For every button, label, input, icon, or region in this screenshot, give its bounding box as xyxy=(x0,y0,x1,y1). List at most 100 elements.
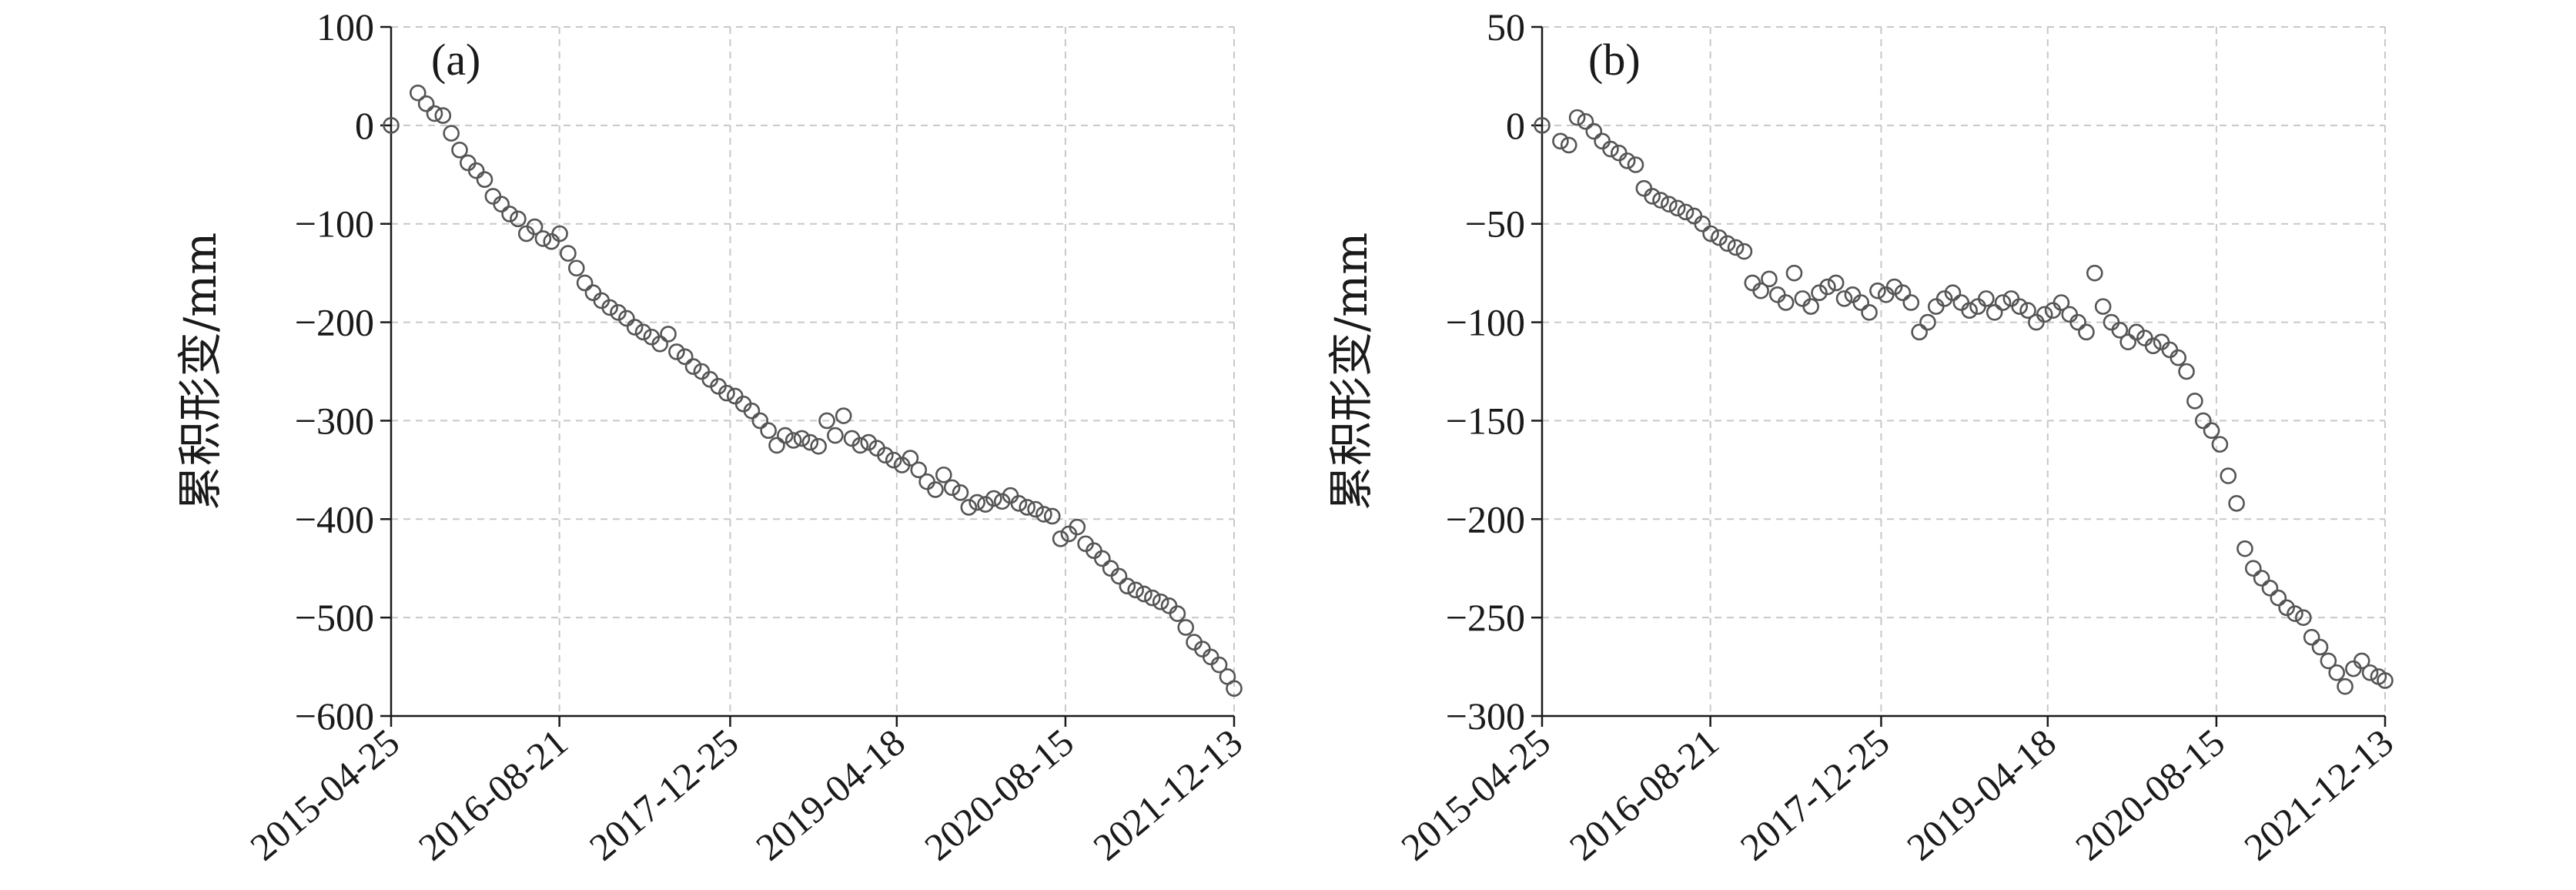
data-point xyxy=(885,451,902,469)
data-point xyxy=(2052,294,2070,311)
y-tick-label: 0 xyxy=(1506,104,1525,147)
panel-label: (b) xyxy=(1588,35,1641,85)
data-point xyxy=(1811,284,1828,302)
data-point xyxy=(1594,132,1611,150)
y-tick-label: 100 xyxy=(316,5,374,49)
data-point xyxy=(2144,337,2162,355)
data-point xyxy=(726,387,744,405)
data-point xyxy=(2019,302,2036,320)
data-point xyxy=(1110,567,1128,585)
data-point xyxy=(1969,298,1986,315)
data-point xyxy=(801,433,819,451)
data-point xyxy=(1210,656,1228,674)
data-point xyxy=(2002,290,2020,307)
data-point xyxy=(718,384,735,402)
x-tick-label: 2019-04-18 xyxy=(1899,721,2064,869)
data-point xyxy=(1534,117,1551,134)
data-point xyxy=(1152,593,1169,611)
data-point xyxy=(2353,652,2370,670)
data-point xyxy=(1735,243,1753,260)
data-point xyxy=(2069,313,2086,331)
x-tick-label: 2016-08-21 xyxy=(410,721,576,869)
data-point xyxy=(1019,499,1036,516)
data-point xyxy=(2244,560,2262,577)
data-point xyxy=(668,343,685,360)
data-point xyxy=(626,319,644,336)
data-point xyxy=(1027,500,1044,518)
data-point xyxy=(1627,156,1644,173)
data-point xyxy=(1702,225,1719,243)
data-point xyxy=(1844,286,1862,303)
data-point xyxy=(434,107,452,124)
x-tick-label: 2017-12-25 xyxy=(1732,721,1898,869)
data-point xyxy=(1877,286,1895,303)
data-point xyxy=(985,490,1002,507)
data-point xyxy=(409,84,427,102)
data-point xyxy=(1677,203,1694,221)
data-point xyxy=(2119,333,2136,350)
data-point xyxy=(760,422,777,440)
y-tick-label: −50 xyxy=(1465,202,1525,246)
data-point xyxy=(2011,298,2029,315)
data-point xyxy=(2086,264,2103,282)
data-point xyxy=(551,225,568,243)
y-tick-label: 0 xyxy=(355,104,374,147)
data-point xyxy=(927,481,944,498)
data-point xyxy=(1902,294,1920,311)
data-point xyxy=(1652,192,1669,209)
data-point xyxy=(451,142,468,159)
data-point xyxy=(526,218,544,236)
data-point xyxy=(1136,585,1153,603)
data-point xyxy=(993,493,1011,510)
data-point xyxy=(1935,290,1953,307)
data-point xyxy=(2311,638,2329,656)
data-point xyxy=(467,162,485,179)
data-point xyxy=(777,427,794,444)
data-point xyxy=(651,335,668,353)
data-point xyxy=(2178,363,2195,380)
data-point xyxy=(977,496,994,513)
data-point xyxy=(1552,132,1569,150)
data-point xyxy=(1928,298,1945,315)
data-point xyxy=(1994,294,2012,311)
data-point xyxy=(2211,436,2229,453)
data-point xyxy=(2186,393,2203,410)
data-point xyxy=(1952,294,1970,311)
x-tick-label: 2016-08-21 xyxy=(1561,721,1727,869)
data-point xyxy=(676,348,694,366)
data-point xyxy=(902,450,919,467)
data-point xyxy=(860,433,878,451)
data-point xyxy=(1861,303,1878,321)
y-tick-label: −200 xyxy=(1446,497,1525,540)
data-point xyxy=(2203,422,2220,440)
data-point xyxy=(835,407,852,424)
data-point xyxy=(2153,333,2170,350)
data-point xyxy=(1685,207,1703,225)
data-point xyxy=(1835,290,1853,307)
data-point xyxy=(1585,122,1603,140)
data-point xyxy=(1035,506,1052,523)
data-point xyxy=(1777,294,1795,311)
data-point xyxy=(2361,664,2379,681)
y-tick-label: −100 xyxy=(295,202,374,246)
data-point xyxy=(2161,341,2179,359)
data-point xyxy=(1668,199,1686,217)
data-point xyxy=(1919,313,1936,331)
panel-label: (a) xyxy=(431,35,480,85)
data-point xyxy=(2194,412,2212,430)
data-point xyxy=(1602,140,1619,158)
data-point xyxy=(684,358,702,375)
data-point xyxy=(1978,290,1995,307)
x-tick-label: 2021-12-13 xyxy=(2236,721,2401,869)
data-point xyxy=(460,154,477,172)
data-point xyxy=(560,245,577,262)
data-point xyxy=(2295,609,2312,626)
y-tick-label: −400 xyxy=(295,497,374,540)
y-axis-title: 累积形变/mm xyxy=(1325,233,1377,511)
data-point xyxy=(2061,306,2079,323)
y-tick-label: −200 xyxy=(295,301,374,344)
data-point xyxy=(1802,298,1819,315)
